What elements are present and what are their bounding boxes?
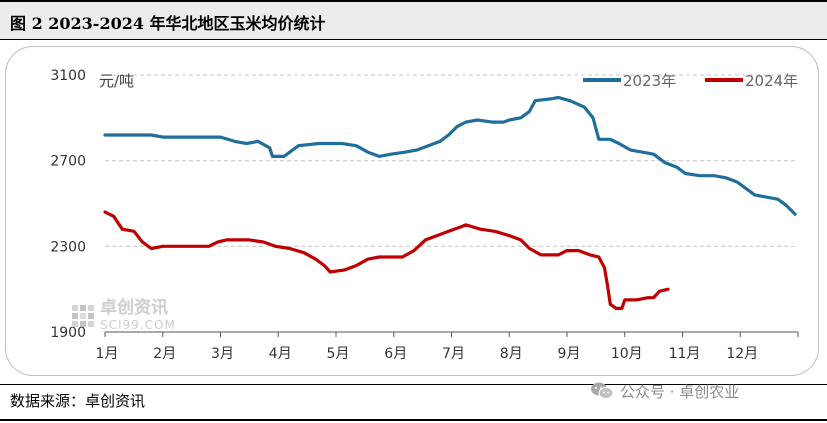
legend-label-1: 2023年 [623, 72, 676, 90]
x-tick-label: 7月 [442, 346, 465, 362]
x-tick-label: 2月 [153, 346, 176, 362]
x-tick-label: 8月 [500, 346, 523, 362]
y-tick-label: 2300 [50, 239, 86, 255]
watermark-name: 卓创资讯 [100, 298, 168, 318]
x-tick-label: 1月 [96, 346, 119, 362]
sci99-logo-icon [72, 304, 94, 327]
wechat-icon [591, 382, 614, 399]
y-tick-label: 1900 [50, 325, 86, 341]
figure-header: 图 2 2023-2024 年华北地区玉米均价统计 [0, 0, 827, 40]
series-line-2 [103, 210, 670, 310]
x-tick-label: 10月 [611, 346, 643, 362]
x-tick-label: 4月 [269, 346, 292, 362]
wechat-account: 公众号 · 卓创农业 [590, 379, 739, 403]
x-tick-label: 6月 [384, 346, 407, 362]
legend-label-2: 2024年 [745, 72, 798, 90]
footer-bottom-rule [0, 419, 827, 421]
watermark: 卓创资讯 SCI99.COM [72, 300, 176, 331]
watermark-domain: SCI99.COM [100, 318, 176, 332]
data-source: 数据来源：卓创资讯 [10, 392, 146, 410]
wechat-account-name: 公众号 · 卓创农业 [620, 382, 740, 401]
y-unit-label: 元/吨 [99, 72, 134, 90]
figure-title: 图 2 2023-2024 年华北地区玉米均价统计 [10, 14, 326, 33]
series-line-1 [103, 95, 797, 216]
x-tick-label: 9月 [558, 346, 581, 362]
x-tick-label: 3月 [211, 346, 234, 362]
chart-frame [5, 46, 819, 376]
x-tick-label: 5月 [327, 346, 350, 362]
y-tick-label: 3100 [50, 68, 86, 84]
x-tick-label: 12月 [726, 346, 758, 362]
x-tick-label: 11月 [669, 346, 701, 362]
y-tick-label: 2700 [50, 154, 86, 170]
footer-divider [0, 384, 827, 385]
